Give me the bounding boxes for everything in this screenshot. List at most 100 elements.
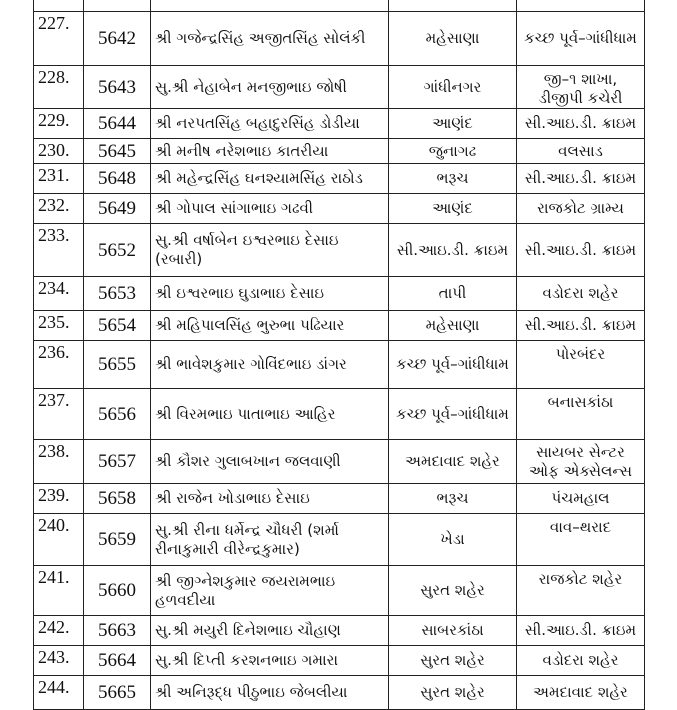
name-cell: શ્રી નરપતસિંહ બહાદુરસિંહ ડોડીયા: [150, 108, 389, 139]
code-cell: 5645: [83, 138, 151, 164]
table-row: 233. 5652 સુ.શ્રી વર્ષાબેન ઇશ્વરભાઇ દેસાઇ …: [33, 223, 645, 277]
table-row: 238. 5657 શ્રી કૌશર ગુલાબખાન જલવાણી અમદાવાદ…: [33, 439, 645, 484]
from-location-cell: સાબરકાંઠા: [388, 615, 517, 646]
to-location-cell: કચ્છ પૂર્વ–ગાંધીધામ: [516, 11, 645, 66]
to-location-cell: સી.આઇ.ડી. ક્રાઇમ: [516, 163, 645, 194]
to-location-cell: બનાસકાંઠા: [516, 388, 645, 440]
code-cell: 5654: [83, 310, 151, 341]
to-location-cell: રાજકોટ શહેર: [516, 565, 645, 616]
serial-number-cell: 244.: [33, 675, 84, 710]
code-cell: 5655: [83, 340, 151, 389]
from-location-cell: ખેડા: [388, 513, 517, 566]
to-location-cell: સાયબર સેન્ટર ઓફ એક્સેલન્સ: [516, 439, 645, 484]
to-location-cell: પંચમહાલ: [516, 483, 645, 514]
code-cell: 5660: [83, 565, 151, 616]
name-cell: શ્રી અનિરૂદ્ધ પીઠુભાઇ જેબલીયા: [150, 675, 389, 710]
table-row: 243. 5664 સુ.શ્રી દિપ્તી કરશનભાઇ ગમારા સુરત…: [33, 645, 645, 676]
name-cell: શ્રી ગોપાલ સાંગાભાઇ ગઢવી: [150, 193, 389, 224]
name-cell: શ્રી કૌશર ગુલાબખાન જલવાણી: [150, 439, 389, 484]
code-cell: 5663: [83, 615, 151, 646]
to-location-cell: અમદાવાદ શહેર: [516, 675, 645, 710]
from-location-cell: જુનાગઢ: [388, 138, 517, 164]
from-location-cell: સુરત શહેર: [388, 565, 517, 616]
serial-number-cell: 234.: [33, 276, 84, 311]
code-cell: 5652: [83, 223, 151, 277]
serial-number-cell: 243.: [33, 645, 84, 676]
header-cell: [33, 0, 84, 12]
name-cell: શ્રી મનીષ નરેશભાઇ કાતરીયા: [150, 138, 389, 164]
code-cell: 5642: [83, 11, 151, 66]
to-location-cell: વાવ–થરાદ: [516, 513, 645, 566]
to-location-cell: જી–૧ શાખા, ડીજીપી કચેરી: [516, 65, 645, 109]
table-row: 227. 5642 શ્રી ગજેન્દ્રસિંહ અજીતસિંહ સોલંક…: [33, 11, 645, 66]
serial-number-cell: 241.: [33, 565, 84, 616]
name-cell: સુ.શ્રી મયુરી દિનેશભાઇ ચૌહાણ: [150, 615, 389, 646]
from-location-cell: આણંદ: [388, 193, 517, 224]
from-location-cell: ભરૂચ: [388, 163, 517, 194]
code-cell: 5644: [83, 108, 151, 139]
serial-number-cell: 237.: [33, 388, 84, 440]
table-row: 242. 5663 સુ.શ્રી મયુરી દિનેશભાઇ ચૌહાણ સાબર…: [33, 615, 645, 646]
name-cell: શ્રી ઇશ્વરભાઇ ઘુડાભાઇ દેસાઇ: [150, 276, 389, 311]
code-cell: 5665: [83, 675, 151, 710]
to-location-cell: વડોદરા શહેર: [516, 276, 645, 311]
from-location-cell: મહેસાણા: [388, 11, 517, 66]
code-cell: 5657: [83, 439, 151, 484]
table-row: 239. 5658 શ્રી રાજેન ખોડાભાઇ દેસાઇ ભરૂચ પંચમ…: [33, 483, 645, 514]
from-location-cell: સુરત શહેર: [388, 645, 517, 676]
table-row: 240. 5659 સુ.શ્રી રીના ધર્મેન્દ્ર ચૌધરી (શ…: [33, 513, 645, 566]
table-row: 234. 5653 શ્રી ઇશ્વરભાઇ ઘુડાભાઇ દેસાઇ તાપી વ…: [33, 276, 645, 311]
table-row: 244. 5665 શ્રી અનિરૂદ્ધ પીઠુભાઇ જેબલીયા સુર…: [33, 675, 645, 710]
code-cell: 5658: [83, 483, 151, 514]
code-cell: 5656: [83, 388, 151, 440]
name-cell: સુ.શ્રી રીના ધર્મેન્દ્ર ચૌધરી (શર્મા રીન…: [150, 513, 389, 566]
serial-number-cell: 230.: [33, 138, 84, 164]
to-location-cell: રાજકોટ ગ્રામ્ય: [516, 193, 645, 224]
from-location-cell: ગાંધીનગર: [388, 65, 517, 109]
to-location-cell: સી.આઇ.ડી. ક્રાઇમ: [516, 223, 645, 277]
serial-number-cell: 233.: [33, 223, 84, 277]
from-location-cell: કચ્છ પૂર્વ–ગાંધીધામ: [388, 388, 517, 440]
table-row: 228. 5643 સુ.શ્રી નેહાબેન મનજીભાઇ જોષી ગાંધ…: [33, 65, 645, 109]
serial-number-cell: 239.: [33, 483, 84, 514]
name-cell: શ્રી વિરમભાઇ પાતાભાઇ આહિર: [150, 388, 389, 440]
code-cell: 5649: [83, 193, 151, 224]
header-cell: [83, 0, 151, 12]
table-header-row: [33, 0, 645, 12]
table-row: 241. 5660 શ્રી જીગ્નેશકુમાર જયરામભાઇ હળવદી…: [33, 565, 645, 616]
header-cell: [388, 0, 517, 12]
name-cell: શ્રી ગજેન્દ્રસિંહ અજીતસિંહ સોલંકી: [150, 11, 389, 66]
to-location-cell: વડોદરા શહેર: [516, 645, 645, 676]
to-location-cell: વલસાડ: [516, 138, 645, 164]
serial-number-cell: 236.: [33, 340, 84, 389]
serial-number-cell: 231.: [33, 163, 84, 194]
table-row: 231. 5648 શ્રી મહેન્દ્રસિંહ ઘનશ્યામસિંહ રા…: [33, 163, 645, 194]
table-row: 230. 5645 શ્રી મનીષ નરેશભાઇ કાતરીયા જુનાગઢ વ…: [33, 138, 645, 164]
header-cell: [516, 0, 645, 12]
to-location-cell: સી.આઇ.ડી. ક્રાઇમ: [516, 615, 645, 646]
from-location-cell: મહેસાણા: [388, 310, 517, 341]
code-cell: 5664: [83, 645, 151, 676]
from-location-cell: સુરત શહેર: [388, 675, 517, 710]
name-cell: સુ.શ્રી નેહાબેન મનજીભાઇ જોષી: [150, 65, 389, 109]
serial-number-cell: 238.: [33, 439, 84, 484]
from-location-cell: તાપી: [388, 276, 517, 311]
table-row: 236. 5655 શ્રી ભાવેશકુમાર ગોવિંદભાઇ ડાંગર ક…: [33, 340, 645, 389]
from-location-cell: અમદાવાદ શહેર: [388, 439, 517, 484]
name-cell: શ્રી મહેન્દ્રસિંહ ઘનશ્યામસિંહ રાઠોડ: [150, 163, 389, 194]
table-row: 235. 5654 શ્રી મહિપાલસિંહ ભુરુભા પઢિયાર મહે…: [33, 310, 645, 341]
serial-number-cell: 227.: [33, 11, 84, 66]
name-cell: સુ.શ્રી દિપ્તી કરશનભાઇ ગમારા: [150, 645, 389, 676]
code-cell: 5643: [83, 65, 151, 109]
table-row: 237. 5656 શ્રી વિરમભાઇ પાતાભાઇ આહિર કચ્છ પૂ…: [33, 388, 645, 440]
table-row: 232. 5649 શ્રી ગોપાલ સાંગાભાઇ ગઢવી આણંદ રાજક…: [33, 193, 645, 224]
header-cell: [150, 0, 389, 12]
from-location-cell: ભરૂચ: [388, 483, 517, 514]
serial-number-cell: 229.: [33, 108, 84, 139]
serial-number-cell: 228.: [33, 65, 84, 109]
name-cell: શ્રી રાજેન ખોડાભાઇ દેસાઇ: [150, 483, 389, 514]
serial-number-cell: 235.: [33, 310, 84, 341]
to-location-cell: પોરબંદર: [516, 340, 645, 389]
from-location-cell: કચ્છ પૂર્વ–ગાંધીધામ: [388, 340, 517, 389]
serial-number-cell: 240.: [33, 513, 84, 566]
